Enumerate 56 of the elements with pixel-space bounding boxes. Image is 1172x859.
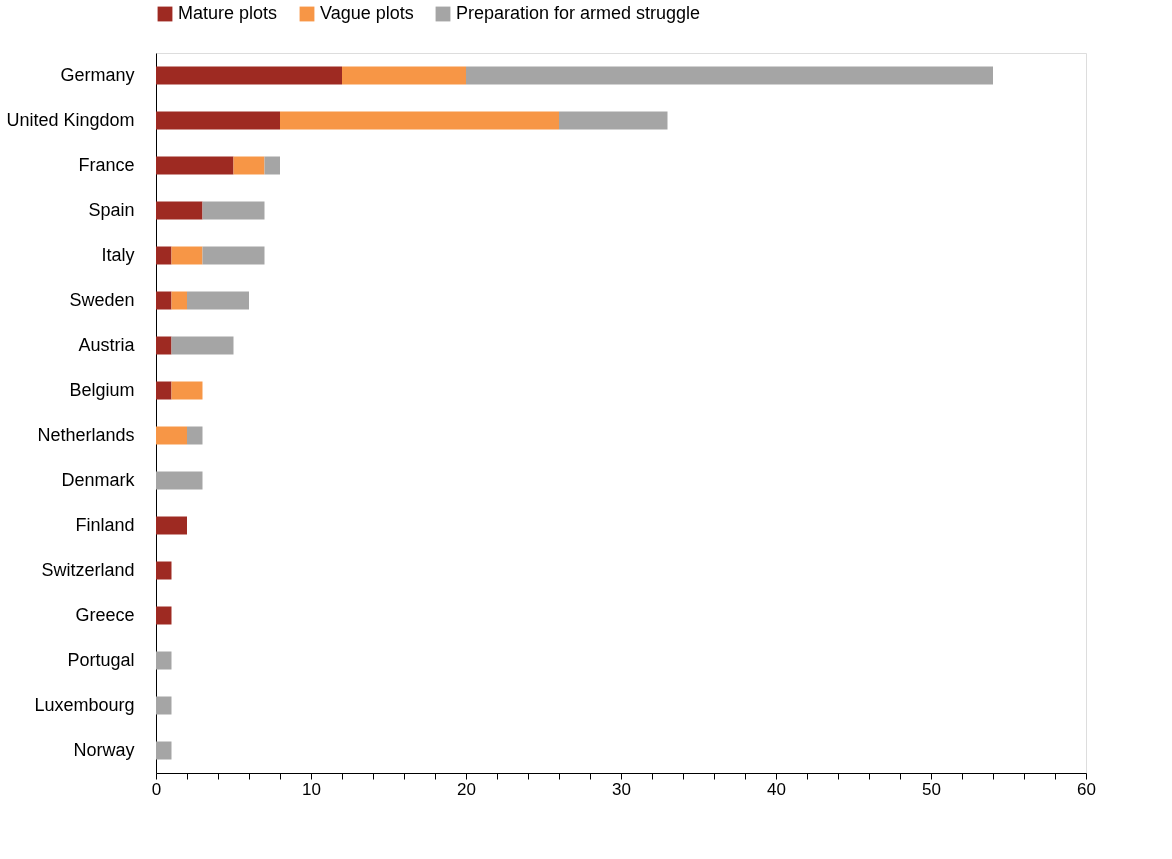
bar	[156, 156, 234, 175]
bar	[202, 246, 265, 265]
bar	[156, 111, 280, 130]
bar	[559, 111, 668, 130]
bar	[156, 66, 342, 85]
bar	[156, 426, 187, 445]
y-tick-label: Portugal	[67, 649, 135, 670]
y-tick-label: France	[78, 154, 135, 175]
y-tick-label: Switzerland	[41, 559, 135, 580]
bar	[202, 201, 265, 220]
bar	[187, 426, 203, 445]
bar	[156, 291, 172, 310]
x-tick-label: 0	[151, 779, 162, 799]
x-tick-label: 30	[612, 779, 631, 799]
bar	[171, 381, 203, 400]
bar	[342, 66, 466, 85]
bar	[280, 111, 559, 130]
bar	[171, 291, 187, 310]
bar	[187, 291, 249, 310]
y-tick-label: Belgium	[69, 379, 135, 400]
legend-label: Mature plots	[178, 3, 278, 23]
y-tick-label: Germany	[60, 64, 135, 85]
bar	[233, 156, 265, 175]
y-tick-label: Spain	[88, 199, 135, 220]
y-tick-label: Finland	[75, 514, 135, 535]
bar	[156, 336, 172, 355]
y-tick-label: Denmark	[61, 469, 136, 490]
bar	[156, 381, 172, 400]
legend-label: Preparation for armed struggle	[456, 3, 701, 23]
y-tick-label: Italy	[101, 244, 135, 265]
bar	[156, 741, 172, 760]
bar	[466, 66, 993, 85]
bar	[171, 336, 234, 355]
y-tick-label: Austria	[78, 334, 136, 355]
x-tick-label: 60	[1077, 779, 1096, 799]
bar	[156, 516, 187, 535]
bar	[156, 471, 203, 490]
bar	[156, 561, 172, 580]
bar	[156, 201, 203, 220]
y-tick-label: United Kingdom	[6, 109, 135, 130]
legend-label: Vague plots	[320, 3, 414, 23]
bar	[264, 156, 280, 175]
y-tick-label: Luxembourg	[34, 694, 135, 715]
bar	[156, 246, 172, 265]
y-tick-label: Sweden	[69, 289, 135, 310]
bar	[156, 651, 172, 670]
y-tick-label: Greece	[75, 604, 135, 625]
x-tick-label: 20	[457, 779, 476, 799]
x-tick-label: 10	[302, 779, 321, 799]
x-tick-label: 50	[922, 779, 941, 799]
bar	[156, 696, 172, 715]
y-tick-label: Netherlands	[37, 424, 135, 445]
x-tick-label: 40	[767, 779, 786, 799]
bar	[171, 246, 203, 265]
y-tick-label: Norway	[73, 739, 135, 760]
bar	[156, 606, 172, 625]
